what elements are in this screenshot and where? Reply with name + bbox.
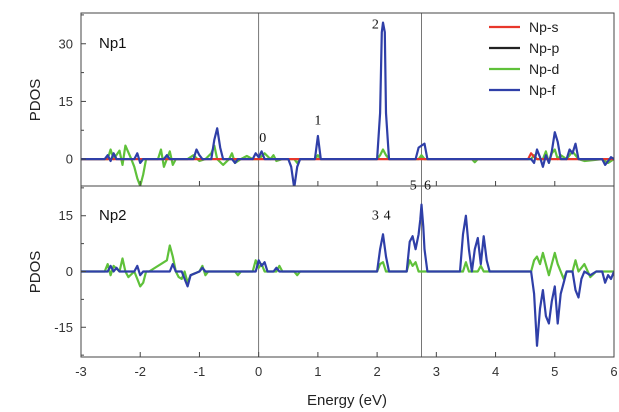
y-tick-label-top-30: 30 (59, 36, 73, 51)
legend: Np-s Np-p Np-d Np-f (489, 19, 560, 98)
y-tick-label-bottom-15: 15 (59, 208, 73, 223)
x-tick-label-5: 5 (551, 364, 558, 379)
series-bottom-np-d (81, 244, 614, 288)
x-tick-label--2: -2 (134, 364, 146, 379)
y-tick-label-bottom--15: -15 (54, 320, 73, 335)
legend-label-np-f: Np-f (529, 82, 556, 98)
x-tick-label--3: -3 (75, 364, 87, 379)
panel-label-np2: Np2 (99, 207, 127, 224)
y-tick-label-top-15: 15 (59, 94, 73, 109)
legend-label-np-s: Np-s (529, 19, 559, 35)
x-axis-title: Energy (eV) (307, 392, 387, 409)
peak-label-3: 3 (372, 208, 379, 223)
peak-label-0: 0 (259, 131, 266, 146)
panel-np1: 0 15 30 0 1 2 Np1 PDOS (27, 12, 615, 187)
panel-np2-frame (80, 185, 615, 358)
legend-label-np-p: Np-p (529, 40, 560, 56)
series-bottom-np-f (81, 203, 614, 347)
x-tick-label-0: 0 (255, 364, 262, 379)
y-axis-title-top: PDOS (27, 79, 44, 122)
y-tick-label-top-0: 0 (66, 152, 73, 167)
x-tick-label-6: 6 (610, 364, 617, 379)
x-tick-label-3: 3 (433, 364, 440, 379)
panel-label-np1: Np1 (99, 35, 127, 52)
x-axis: -3 -2 -1 0 1 2 3 4 5 6 (75, 181, 618, 379)
legend-label-np-d: Np-d (529, 61, 559, 77)
y-axis-title-bottom: PDOS (27, 251, 44, 294)
y-tick-label-bottom-0: 0 (66, 264, 73, 279)
peak-label-1: 1 (314, 113, 321, 128)
x-tick-label-4: 4 (492, 364, 499, 379)
x-tick-label--1: -1 (194, 364, 206, 379)
series-top-np-f (81, 21, 614, 186)
x-tick-label-2: 2 (373, 364, 380, 379)
x-tick-label-1: 1 (314, 364, 321, 379)
peak-label-4: 4 (384, 208, 391, 223)
peak-label-2: 2 (372, 17, 379, 32)
series-top-np-d (81, 144, 614, 186)
